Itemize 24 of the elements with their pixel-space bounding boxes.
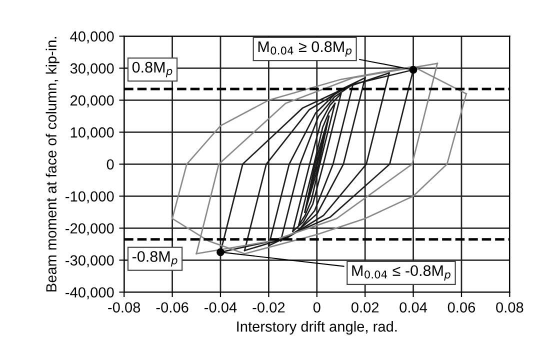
y-tick-label: 10,000 (70, 127, 114, 140)
annotation: M$_{0.04}$ ≤ -0.8M$_{p}$ (352, 265, 450, 281)
y-tick-label: -20,000 (66, 223, 114, 236)
y-tick-label: 30,000 (70, 63, 114, 76)
x-tick-label: 0.04 (400, 302, 428, 313)
x-tick-label: -0.06 (156, 302, 188, 313)
x-tick-label: 0.08 (496, 302, 524, 313)
x-tick-label: -0.04 (204, 302, 237, 313)
y-tick-label: -40,000 (66, 287, 114, 300)
y-tick-label: -30,000 (66, 255, 114, 268)
y-tick-label: 40,000 (70, 31, 114, 44)
annotation: M$_{0.04}$ ≥ 0.8M$_{p}$ (258, 41, 352, 57)
ref-line-label: -0.8M$_{p}$ (132, 251, 178, 266)
y-tick-label: 20,000 (70, 95, 114, 108)
x-tick-label: -0.08 (108, 302, 140, 313)
x-tick-label: -0.02 (252, 302, 285, 313)
y-axis-title: Beam moment at face of column, kip-in. (46, 37, 60, 292)
y-tick-label: -10,000 (66, 191, 114, 204)
y-tick-label: 0 (106, 159, 114, 170)
x-tick-label: 0.06 (448, 302, 476, 313)
x-axis-title: Interstory drift angle, rad. (237, 321, 397, 335)
x-tick-label: 0.02 (351, 302, 379, 313)
x-tick-label: 0 (313, 302, 320, 313)
ref-line-label: 0.8M$_{p}$ (132, 62, 172, 78)
